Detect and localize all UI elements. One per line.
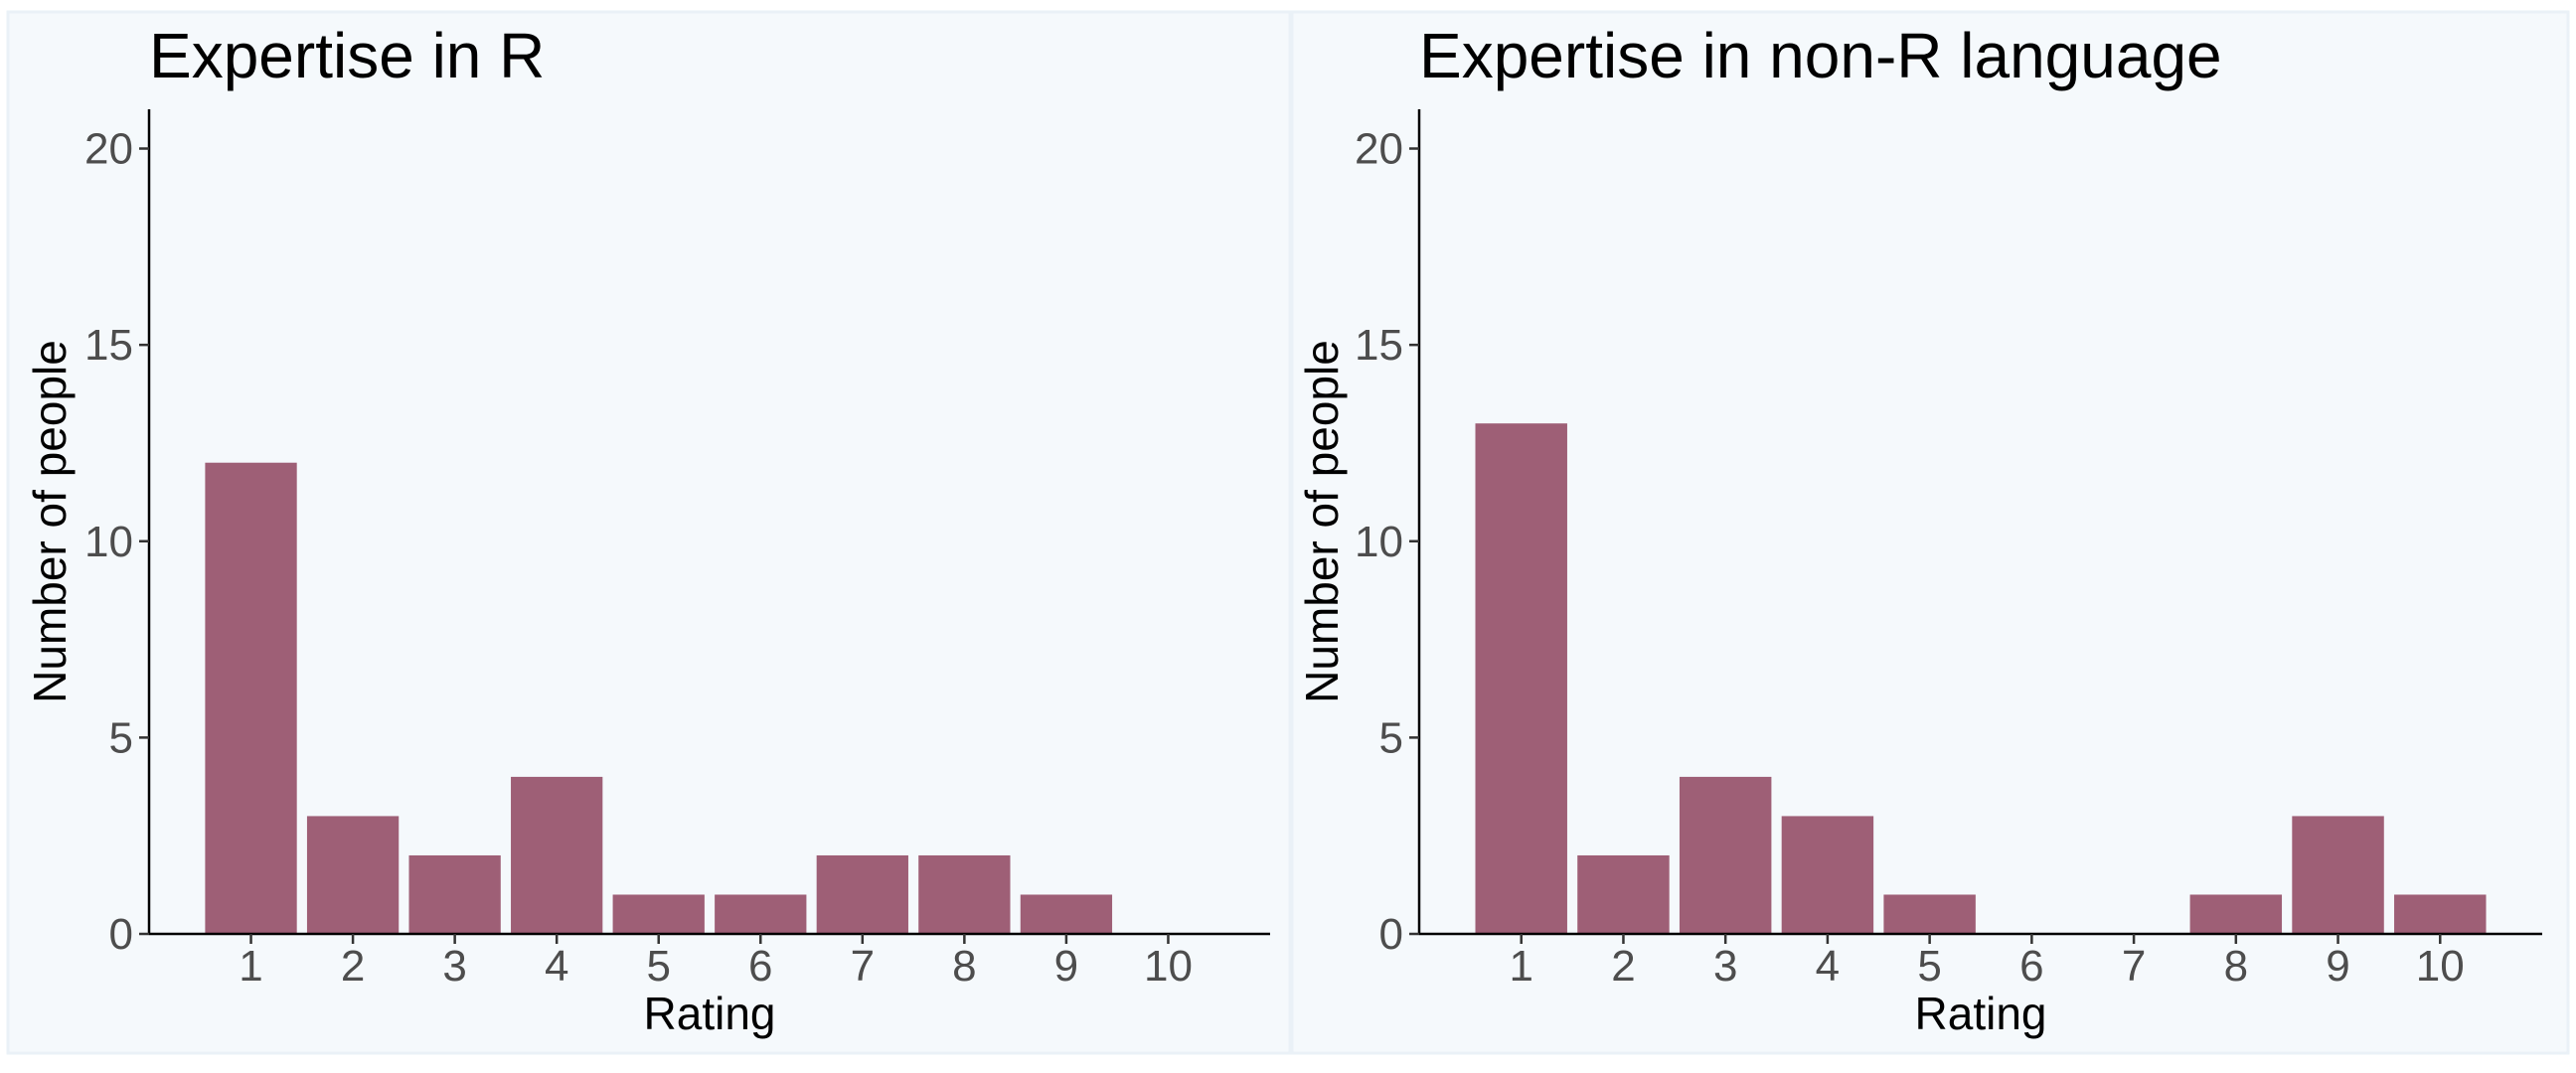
panel-left-plot-area: 0 5 10 15 20 1 2 3 4 5 6 7 8 9 10 [84,109,1270,991]
panel-right-x-tick-label: 5 [1917,942,1941,991]
panel-left-y-tick-label: 10 [84,518,133,566]
panel-right-x-tick-label: 10 [2416,942,2465,991]
panel-left-x-axis-label: Rating [644,988,776,1039]
panel-right-y-tick-label: 0 [1379,910,1403,959]
panel-left-x-tick-label: 4 [545,942,568,991]
panel-left-y-tick-label: 0 [109,910,133,959]
panel-left-y-tick-label: 5 [109,713,133,762]
panel-right-y-axis-label: Number of people [1296,340,1348,703]
panel-left-bar-5 [612,894,705,934]
panel-left-bar-9 [1020,894,1113,934]
panel-right-bar-2 [1577,854,1670,934]
panel-right: Expertise in non-R language Number of pe… [1290,10,2570,1055]
panel-left-bar-2 [306,816,400,934]
panel-right-bar-8 [2189,894,2283,934]
panel-right-bar-10 [2394,894,2487,934]
panel-left-x-tick-label: 7 [851,942,875,991]
panel-left-y-axis-label: Number of people [24,340,76,703]
panel-right-x-tick-label: 6 [2019,942,2043,991]
panel-left: Expertise in R Number of people Rating 0… [6,10,1292,1055]
panel-right-bar-9 [2292,816,2384,934]
panel-right-bar-5 [1883,894,1976,934]
panel-left-title: Expertise in R [149,20,545,91]
panel-right-x-tick-label: 4 [1816,942,1840,991]
panel-right-y-tick-label: 15 [1355,321,1403,370]
panel-left-y-tick-label: 20 [84,125,133,174]
panel-right-x-tick-label: 3 [1713,942,1737,991]
panel-left-bar-4 [511,776,603,934]
panel-right-x-tick-label: 1 [1509,942,1532,991]
panel-left-bar-1 [205,462,297,934]
panel-right-x-tick-label: 2 [1611,942,1635,991]
panel-left-bar-3 [408,854,501,934]
panel-right-y-tick-label: 5 [1379,713,1403,762]
panel-right-title: Expertise in non-R language [1419,20,2222,91]
panel-right-y-tick-label: 20 [1355,125,1403,174]
panel-right-plot-area: 0 5 10 15 20 1 2 3 4 5 6 7 8 9 10 [1355,109,2542,991]
panel-left-bar-8 [918,854,1011,934]
panel-left-x-tick-label: 10 [1144,942,1193,991]
panel-right-x-tick-label: 9 [2326,942,2349,991]
panel-left-y-tick-label: 15 [84,321,133,370]
panel-left-x-tick-label: 2 [341,942,365,991]
panel-left-bar-7 [816,854,908,934]
panel-right-bar-1 [1475,423,1567,934]
panel-left-x-tick-label: 8 [952,942,976,991]
panel-left-x-tick-label: 1 [239,942,262,991]
panel-right-x-tick-label: 8 [2224,942,2248,991]
panel-right-x-tick-label: 7 [2122,942,2146,991]
panel-left-bar-6 [715,894,807,934]
panel-left-x-tick-label: 6 [748,942,772,991]
panel-left-x-tick-label: 3 [442,942,466,991]
panel-right-bar-3 [1679,776,1772,934]
panel-right-y-tick-label: 10 [1355,518,1403,566]
panel-left-x-tick-label: 5 [646,942,670,991]
panel-right-bar-4 [1781,816,1874,934]
panel-right-x-axis-label: Rating [1915,988,2047,1039]
panel-left-x-tick-label: 9 [1054,942,1078,991]
